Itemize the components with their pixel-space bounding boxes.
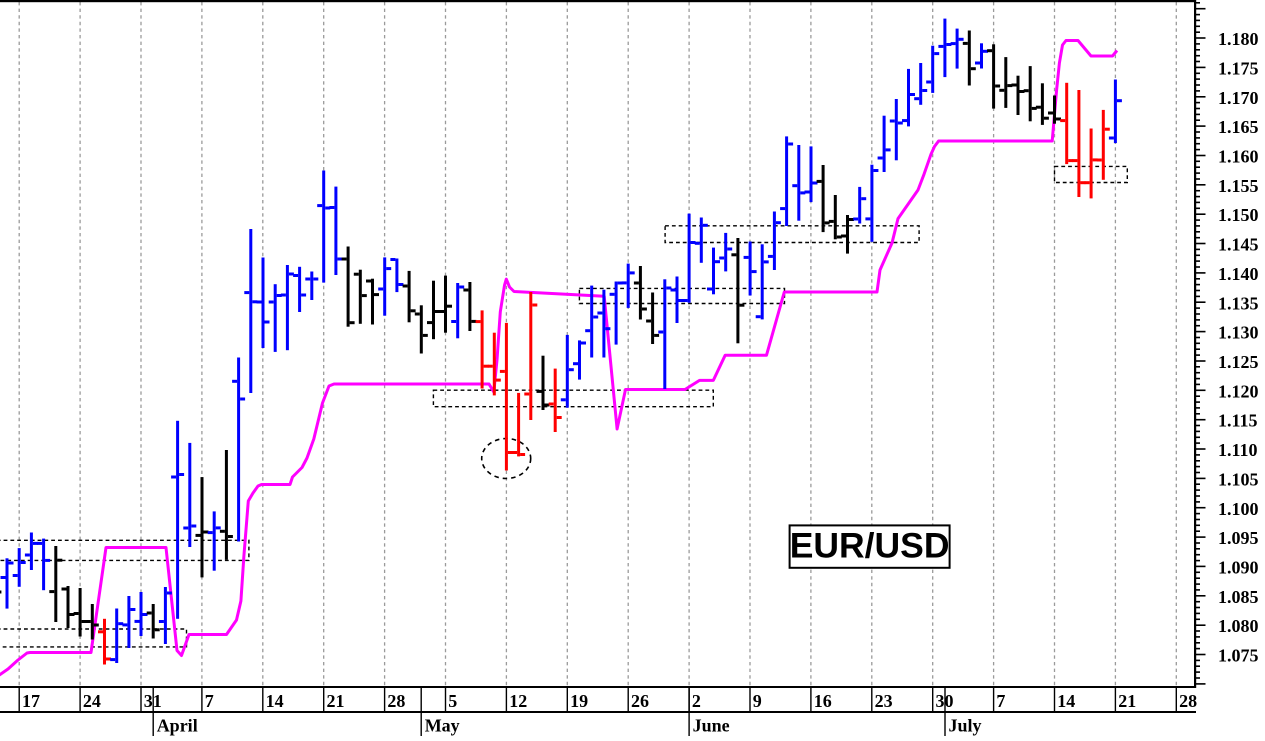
svg-text:26: 26	[631, 691, 649, 711]
svg-text:1.160: 1.160	[1218, 147, 1259, 167]
svg-text:June: June	[693, 715, 730, 735]
svg-text:1.145: 1.145	[1218, 235, 1259, 255]
svg-text:1.120: 1.120	[1218, 381, 1259, 401]
svg-text:July: July	[949, 715, 982, 735]
svg-text:1.175: 1.175	[1218, 59, 1259, 79]
svg-text:1.075: 1.075	[1218, 646, 1259, 666]
svg-text:21: 21	[1118, 691, 1136, 711]
svg-text:May: May	[425, 715, 460, 735]
svg-text:14: 14	[266, 691, 284, 711]
svg-text:1.085: 1.085	[1218, 587, 1259, 607]
svg-text:1.080: 1.080	[1218, 616, 1259, 636]
svg-text:2: 2	[692, 691, 701, 711]
svg-text:7: 7	[205, 691, 214, 711]
svg-text:1.165: 1.165	[1218, 117, 1259, 137]
svg-text:1.125: 1.125	[1218, 352, 1259, 372]
svg-text:17: 17	[22, 691, 40, 711]
svg-text:19: 19	[570, 691, 588, 711]
svg-text:5: 5	[448, 691, 457, 711]
svg-text:April: April	[157, 715, 198, 735]
svg-text:28: 28	[387, 691, 405, 711]
svg-text:1.095: 1.095	[1218, 528, 1259, 548]
svg-text:1.180: 1.180	[1218, 29, 1259, 49]
svg-text:16: 16	[814, 691, 832, 711]
svg-text:21: 21	[327, 691, 345, 711]
svg-text:EUR/USD: EUR/USD	[790, 526, 950, 566]
svg-text:1.130: 1.130	[1218, 323, 1259, 343]
svg-text:1.110: 1.110	[1218, 440, 1258, 460]
svg-text:1.090: 1.090	[1218, 558, 1259, 578]
svg-text:1.115: 1.115	[1218, 411, 1258, 431]
svg-text:24: 24	[83, 691, 101, 711]
svg-text:14: 14	[1057, 691, 1075, 711]
svg-text:9: 9	[753, 691, 762, 711]
svg-text:1.170: 1.170	[1218, 88, 1259, 108]
svg-text:1.155: 1.155	[1218, 176, 1259, 196]
svg-text:1.135: 1.135	[1218, 293, 1259, 313]
svg-text:23: 23	[875, 691, 893, 711]
svg-text:1.100: 1.100	[1218, 499, 1259, 519]
svg-text:1.105: 1.105	[1218, 469, 1259, 489]
svg-text:7: 7	[996, 691, 1005, 711]
svg-text:1.140: 1.140	[1218, 264, 1259, 284]
svg-text:12: 12	[509, 691, 527, 711]
svg-text:1.150: 1.150	[1218, 205, 1259, 225]
svg-text:28: 28	[1179, 691, 1197, 711]
